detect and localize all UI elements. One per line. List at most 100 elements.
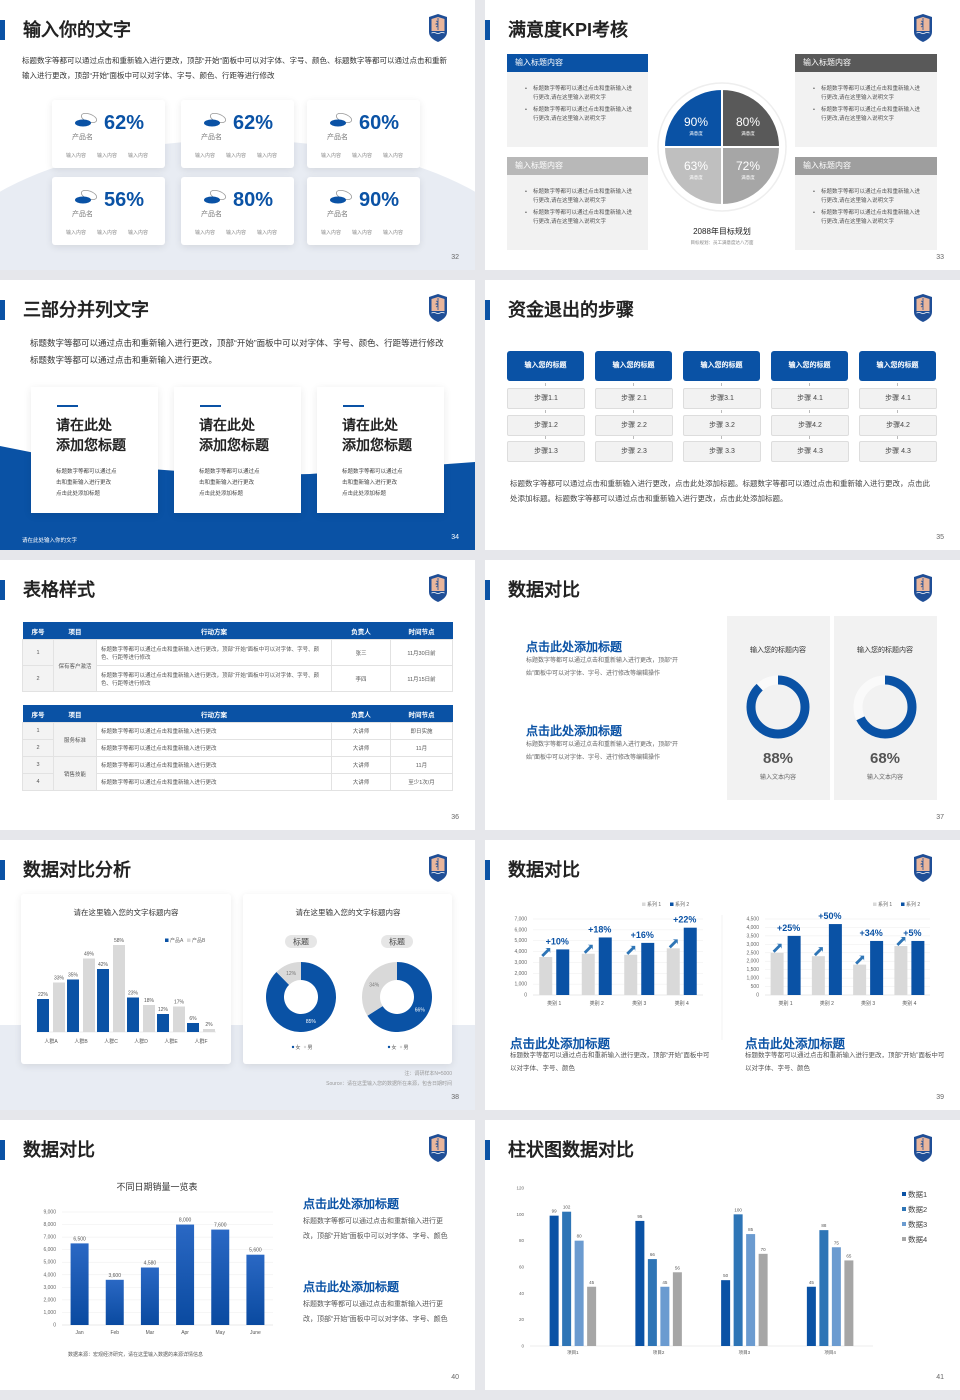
row-item: 保有客户激活 (53, 639, 97, 692)
slide-title: 资金退出的步骤 (508, 300, 634, 320)
growth-annotation: +34% (859, 928, 882, 938)
bar-系列 2 (787, 935, 801, 995)
row-plan: 标题数字等都可以通过点击和重新输入进行更改 (96, 773, 332, 791)
legend-swatch (902, 1207, 906, 1211)
row-item: 销售技能 (53, 756, 97, 791)
pill-blue (330, 196, 346, 204)
bar-value-label: 42% (98, 962, 109, 968)
card-text-line: 标题数字等都可以通过点 (199, 469, 260, 475)
card-title-line: 添加您标题 (342, 437, 412, 453)
y-tick-label: 2,000 (514, 971, 527, 977)
step-connector (545, 383, 546, 386)
growth-annotation: +22% (673, 915, 696, 925)
x-category-label: 类别 2 (590, 1000, 604, 1007)
pill-blue (204, 196, 220, 204)
step-box: 步骤 4.3 (859, 441, 937, 462)
y-tick-label: 4,000 (746, 925, 759, 931)
shield-waves (916, 32, 930, 34)
pill-icon (204, 189, 227, 204)
bar-value-label: 100 (734, 1207, 742, 1212)
bar-value-label: 35% (68, 973, 79, 979)
pill-icon (330, 112, 353, 127)
box-body: 标题数字等都可以通过点击和重新输入进行更改,请在这里输入说明文字标题数字等都可以… (795, 72, 937, 147)
bar-value-label: 45 (662, 1280, 668, 1285)
bar-产品A (187, 1023, 199, 1032)
quadrant-label: 满意度 (741, 130, 755, 137)
kpi-sub-label: 输入内容 (257, 230, 278, 236)
row-plan: 标题数字等都可以通过点击和重新输入进行更改，顶部“开始”面板中可以对字体、字号、… (96, 639, 332, 666)
card-title-line: 添加您标题 (199, 437, 269, 453)
step-connector (545, 436, 546, 439)
bar-value-label: 95 (637, 1214, 643, 1219)
step-box: 步骤 4.1 (859, 388, 937, 409)
pill-icon (204, 112, 227, 127)
bar-value-label: 85 (748, 1227, 754, 1232)
column-header: 行动方案 (96, 622, 332, 640)
pill-icon (330, 189, 353, 204)
bar-value-label: 56 (675, 1265, 681, 1270)
y-tick-label: 4,000 (514, 949, 527, 955)
kpi-sub-label: 输入内容 (226, 230, 247, 236)
staff-icon (919, 858, 924, 870)
page-number: 40 (451, 1374, 459, 1381)
bullet-list: 标题数字等都可以通过点击和重新输入进行更改,请在这里输入说明文字标题数字等都可以… (525, 188, 636, 230)
slide-35: 资金退出的步骤 35 输入您的标题 步骤1.1 步骤1.2 步骤1.3 输入您的标题 步骤 2… (485, 280, 960, 550)
growth-arrow-icon (668, 939, 678, 949)
kpi-sub-label: 输入内容 (128, 230, 149, 236)
legend-label: 系列 2 (906, 901, 920, 908)
pie-quadrant (662, 87, 723, 148)
title-accent-bar (0, 300, 5, 320)
x-category-label: June (250, 1330, 261, 1336)
step-box: 步骤 4.1 (771, 388, 849, 409)
bar-系列 1 (666, 948, 680, 995)
bar-数据3 (746, 1234, 756, 1346)
page-number: 35 (936, 534, 944, 541)
staff-icon (434, 298, 439, 310)
pill-blue (75, 196, 91, 204)
page-number: 37 (936, 814, 944, 821)
legend-label: 数据1 (908, 1189, 927, 1199)
bar-value-label: 22% (38, 992, 49, 998)
bullet-item: 标题数字等都可以通过点击和重新输入进行更改,请在这里输入说明文字 (525, 106, 636, 124)
table-row: 1 保有客户激活 标题数字等都可以通过点击和重新输入进行更改，顶部“开始”面板中可以… (22, 639, 453, 692)
bar-系列 2 (870, 940, 884, 995)
pill-blue (75, 119, 91, 127)
kpi-sub-label: 输入内容 (257, 153, 278, 159)
row-plan: 标题数字等都可以通过点击和重新输入进行更改 (96, 756, 332, 774)
logo-emblem (429, 294, 447, 322)
sample-note: 注：调研样本N=5000 (404, 1070, 452, 1077)
bar-产品B (143, 1005, 155, 1032)
feature-card: 请在此处 添加您标题 标题数字等都可以通过点 击和重新输入进行更改 点击此处添加标题 (174, 387, 301, 513)
pill-label: 标题 (293, 937, 309, 947)
description-text: 标题数字等都可以通过点击和重新输入进行更改，顶部“开始”面板中可以对字体、字号、… (22, 56, 447, 80)
bullet-list: 标题数字等都可以通过点击和重新输入进行更改,请在这里输入说明文字标题数字等都可以… (525, 85, 636, 127)
bar-产品A (67, 979, 79, 1032)
step-box: 步骤3.1 (683, 388, 761, 409)
card-text-line: 标题数字等都可以通过点 (56, 469, 117, 475)
bar-value (211, 1229, 230, 1325)
slide-title: 三部分并列文字 (23, 300, 149, 320)
logo-emblem (429, 14, 447, 42)
kpi-percent: 62% (233, 112, 274, 134)
x-category-label: 项目2 (653, 1350, 665, 1356)
slide-graphics: 90%满意度80%满意度63%满意度72%满意度2088年目标规划目标规划：员工… (657, 82, 787, 246)
quadrant-label: 满意度 (689, 130, 703, 137)
box-header: 输入标题内容 (795, 157, 937, 175)
plan-subcaption: 目标规划：员工满意度达八万面 (691, 239, 754, 246)
x-category-label: 人群E (164, 1038, 178, 1045)
donut-value-label: 85% (306, 1019, 317, 1025)
shield-waves (916, 592, 930, 594)
title-accent-bar (0, 20, 5, 40)
bar-数据2 (819, 1230, 829, 1346)
column-header: 行动方案 (96, 705, 332, 723)
growth-annotation: +5% (903, 928, 921, 938)
growth-annotation: +16% (631, 930, 654, 940)
kpi-percent: 62% (104, 112, 145, 134)
block-text: 标题数字等都可以通过点击和重新输入进行更改，顶部“开始”面板中可以对字体、字号、… (526, 742, 678, 761)
legend-swatch (670, 902, 674, 906)
slide-graphics: 0 20 40 60 80 100 120 99 102 80 45 项目1 95 66 45 56 项目2 50… (516, 1186, 927, 1357)
slide-title: 数据对比 (508, 860, 580, 880)
bar-数据4 (587, 1286, 597, 1346)
bar-数据1 (806, 1286, 816, 1346)
title-accent-bar (485, 580, 490, 600)
